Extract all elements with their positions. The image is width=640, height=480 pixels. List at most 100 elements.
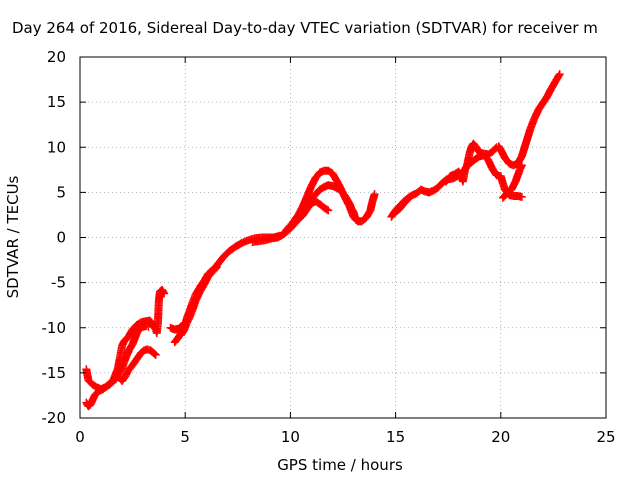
data-point-run [472,153,483,163]
data-point-run [226,243,239,255]
data-point-run [516,162,526,173]
chart-title: Day 264 of 2016, Sidereal Day-to-day VTE… [12,19,598,37]
data-point [517,192,526,201]
x-tick-label: 20 [491,428,510,446]
data-point-run [180,321,190,333]
data-point-run [209,264,220,275]
data-point-run [393,205,403,216]
data-point-run [220,248,233,261]
data-point-run [126,341,136,353]
data-point [404,194,413,203]
data-point-run [426,187,437,196]
data-point-run [173,332,183,342]
data-point-run [401,195,412,207]
axis-ticks [79,56,607,419]
y-tick-label: 5 [56,183,66,201]
data-point-run [409,189,420,199]
data-point-run [213,254,227,269]
data-point-run [115,365,126,376]
data-point-run [131,330,141,342]
data-point-run [321,204,331,214]
data-point-run [183,315,193,327]
x-tick-label: 5 [180,428,190,446]
data-point-run [299,203,311,215]
data-point [212,263,221,272]
data-point-run [119,373,129,384]
data-point-run [396,200,407,212]
data-point-run [239,236,251,247]
plot-frame [79,56,607,419]
data-point-run [485,148,495,158]
plot-area [82,70,564,411]
data-point-run [283,220,296,234]
data-point-run [321,181,331,191]
data-point-run [495,143,505,153]
data-point-run [158,287,168,297]
data-point-run [430,184,441,194]
data-point-run [120,353,130,365]
y-tick-label: -20 [42,409,67,427]
data-point-run [312,186,323,198]
data-point [324,206,333,215]
y-tick-label: 20 [47,48,66,66]
data-point-run [447,170,458,180]
data-point-run [359,214,369,225]
data-point-run [434,180,445,191]
data-point-run [418,186,428,195]
data-point-run [443,173,454,185]
data-point-run [325,167,336,177]
data-point-run [317,183,327,193]
data-point-run [312,169,323,181]
data-point-run [464,159,474,169]
y-tick-label: 15 [47,93,66,111]
data-point-run [461,162,471,173]
data-point [555,70,564,79]
x-tick-label: 10 [281,428,300,446]
x-axis-label: GPS time / hours [277,456,403,474]
y-tick-label: 10 [47,138,66,156]
data-point-run [148,319,157,329]
data-point-run [125,363,135,373]
data-point-run [334,184,344,194]
x-tick-label: 15 [386,428,405,446]
data-point-run [341,193,353,206]
data-point-run [510,160,521,169]
x-tick-label: 25 [596,428,615,446]
data-point-run [85,377,96,388]
data-point-run [414,186,424,197]
data-point-run [178,327,188,338]
data-point-run [329,170,340,184]
data-point-run [118,359,128,371]
data-point-run [205,268,216,280]
data-point-run [245,234,258,244]
data-point-run [539,93,551,106]
data-point-run [405,191,416,201]
data-point-run [317,167,327,176]
data-point-run [128,359,138,370]
data-point-run [468,156,479,166]
data-point-run [548,78,559,92]
data-point-run [90,381,100,391]
data-point-run [502,155,513,167]
data-point-run [125,326,136,340]
data-point-run [348,205,357,216]
y-tick-labels: -20 -15 -10 -5 0 5 10 15 20 [42,48,67,427]
data-point-run [121,333,132,345]
x-tick-labels: 0 5 10 15 20 25 [75,428,615,446]
grid-lines [80,57,606,418]
data-point-run [489,166,500,178]
data-point-run [535,100,547,113]
y-tick-label: 0 [56,229,66,247]
data-point [351,215,360,224]
data-point-run [131,355,141,365]
data-point-run [499,180,509,193]
data-point-run [304,196,315,209]
y-tick-label: -10 [42,319,67,337]
data-point-run [552,71,563,84]
data-point-run [167,324,178,333]
data-point-run [308,191,319,203]
data-point [151,350,160,359]
data-point-run [108,376,119,386]
data-point-run [337,187,349,199]
